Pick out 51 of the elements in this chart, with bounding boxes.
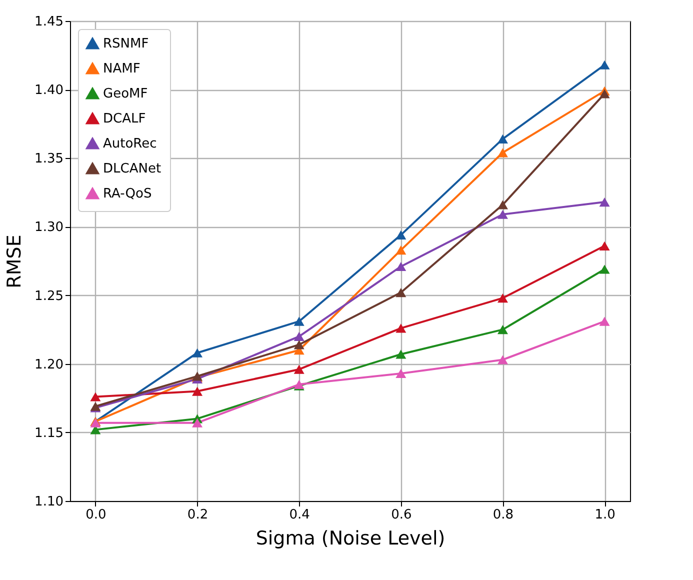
point [497, 325, 508, 334]
point [497, 200, 508, 210]
y-tick-label: 1.45 [34, 14, 64, 30]
point [396, 230, 406, 240]
point [396, 350, 406, 359]
point [396, 368, 406, 378]
legend-label: DLCANet [103, 162, 162, 176]
point [497, 148, 508, 158]
point [294, 364, 304, 374]
point [192, 348, 203, 358]
point [192, 386, 203, 396]
point [497, 134, 508, 144]
point [599, 316, 610, 326]
y-tick-label: 1.40 [34, 83, 64, 98]
legend-label: DCALF [103, 112, 146, 126]
point [294, 332, 304, 341]
point [599, 197, 610, 207]
x-tick-label: 0.0 [86, 508, 106, 522]
point [497, 355, 508, 364]
point [396, 245, 406, 255]
y-tick-label: 1.10 [34, 494, 64, 510]
point [396, 288, 406, 298]
x-tick-label: 1.0 [594, 508, 616, 522]
legend-label: RSNMF [103, 36, 149, 52]
x-tick-label: 0.8 [492, 508, 514, 522]
point [396, 262, 406, 272]
point [599, 89, 610, 98]
point [294, 340, 304, 350]
legend-label: GeoMF [103, 86, 148, 102]
x-tick-label: 0.2 [187, 508, 208, 522]
legend-label: NAMF [103, 62, 140, 76]
point [90, 392, 101, 402]
point [497, 210, 508, 219]
y-tick-label: 1.25 [34, 288, 64, 304]
y-tick-label: 1.15 [34, 426, 64, 441]
y-tick-label: 1.35 [34, 152, 64, 167]
legend-label: AutoRec [103, 136, 157, 152]
point [599, 241, 610, 250]
point [599, 60, 610, 70]
y-tick-label: 1.20 [34, 357, 64, 372]
point [294, 316, 304, 326]
legend-label: RA-QoS [103, 186, 152, 202]
x-tick-label: 0.6 [391, 508, 412, 522]
point [396, 324, 406, 333]
x-axis-title: Sigma (Noise Level) [256, 528, 446, 550]
y-tick-label: 1.30 [34, 220, 64, 236]
point [497, 293, 508, 303]
point [599, 264, 610, 274]
y-axis-title: RMSE [4, 234, 26, 288]
x-tick-label: 0.4 [289, 508, 310, 522]
point [192, 418, 203, 428]
